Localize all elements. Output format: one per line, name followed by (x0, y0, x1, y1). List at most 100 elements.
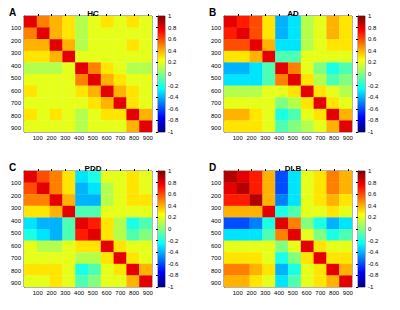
svg-text:300: 300 (11, 50, 22, 56)
svg-text:-0.2: -0.2 (168, 83, 179, 89)
svg-text:-0.6: -0.6 (368, 106, 379, 112)
svg-text:200: 200 (247, 135, 258, 141)
svg-text:700: 700 (211, 100, 222, 106)
svg-text:900: 900 (143, 135, 154, 141)
svg-text:200: 200 (11, 38, 22, 44)
svg-text:600: 600 (11, 88, 22, 94)
svg-text:400: 400 (74, 135, 85, 141)
svg-text:B: B (209, 7, 216, 18)
svg-text:700: 700 (115, 135, 126, 141)
svg-text:0.4: 0.4 (168, 48, 177, 54)
svg-text:700: 700 (115, 290, 126, 296)
svg-text:-1: -1 (168, 129, 174, 135)
svg-text:200: 200 (247, 290, 258, 296)
svg-text:0.2: 0.2 (368, 59, 377, 65)
svg-text:400: 400 (211, 218, 222, 224)
svg-text:0: 0 (368, 226, 372, 232)
svg-text:300: 300 (260, 290, 271, 296)
svg-text:HC: HC (87, 9, 99, 18)
svg-text:200: 200 (211, 193, 222, 199)
svg-text:0.8: 0.8 (368, 25, 377, 31)
svg-text:100: 100 (33, 290, 44, 296)
svg-text:-0.2: -0.2 (368, 83, 379, 89)
svg-text:400: 400 (274, 135, 285, 141)
svg-text:0.6: 0.6 (168, 191, 177, 197)
svg-text:100: 100 (11, 180, 22, 186)
svg-text:300: 300 (211, 205, 222, 211)
svg-text:200: 200 (11, 193, 22, 199)
svg-text:0: 0 (368, 71, 372, 77)
svg-text:900: 900 (343, 135, 354, 141)
svg-text:100: 100 (233, 135, 244, 141)
svg-text:0.8: 0.8 (168, 25, 177, 31)
svg-text:1: 1 (368, 168, 372, 174)
svg-text:1: 1 (168, 168, 172, 174)
svg-text:600: 600 (302, 290, 313, 296)
svg-text:0.2: 0.2 (368, 214, 377, 220)
svg-text:800: 800 (11, 113, 22, 119)
svg-text:0: 0 (168, 226, 172, 232)
svg-text:900: 900 (211, 280, 222, 286)
svg-text:500: 500 (211, 230, 222, 236)
svg-text:800: 800 (211, 268, 222, 274)
svg-text:-0.2: -0.2 (168, 238, 179, 244)
svg-text:-0.6: -0.6 (368, 261, 379, 267)
svg-text:800: 800 (129, 290, 140, 296)
svg-text:-0.2: -0.2 (368, 238, 379, 244)
svg-text:700: 700 (11, 255, 22, 261)
svg-text:400: 400 (211, 63, 222, 69)
svg-text:-0.4: -0.4 (368, 249, 379, 255)
svg-text:-0.4: -0.4 (368, 94, 379, 100)
svg-text:-0.6: -0.6 (168, 261, 179, 267)
svg-text:-0.4: -0.4 (168, 249, 179, 255)
svg-text:300: 300 (211, 50, 222, 56)
svg-text:-0.4: -0.4 (168, 94, 179, 100)
svg-text:-0.8: -0.8 (168, 272, 179, 278)
svg-text:500: 500 (88, 135, 99, 141)
svg-text:700: 700 (315, 135, 326, 141)
svg-text:-1: -1 (368, 284, 374, 290)
svg-text:0.6: 0.6 (368, 36, 377, 42)
svg-text:800: 800 (129, 135, 140, 141)
svg-text:300: 300 (60, 135, 71, 141)
svg-text:0.2: 0.2 (168, 214, 177, 220)
svg-text:0.2: 0.2 (168, 59, 177, 65)
svg-text:0: 0 (168, 71, 172, 77)
svg-text:100: 100 (211, 180, 222, 186)
svg-text:800: 800 (11, 268, 22, 274)
svg-text:300: 300 (11, 205, 22, 211)
svg-text:C: C (9, 162, 16, 173)
svg-text:900: 900 (343, 290, 354, 296)
svg-text:PDD: PDD (85, 164, 102, 173)
svg-text:-1: -1 (368, 129, 374, 135)
svg-text:700: 700 (315, 290, 326, 296)
svg-text:600: 600 (211, 88, 222, 94)
svg-text:900: 900 (143, 290, 154, 296)
svg-text:500: 500 (288, 135, 299, 141)
svg-text:100: 100 (211, 25, 222, 31)
svg-text:0.4: 0.4 (368, 48, 377, 54)
svg-text:700: 700 (11, 100, 22, 106)
svg-text:900: 900 (211, 125, 222, 131)
svg-text:-0.6: -0.6 (168, 106, 179, 112)
svg-text:300: 300 (260, 135, 271, 141)
svg-text:200: 200 (211, 38, 222, 44)
svg-text:700: 700 (211, 255, 222, 261)
svg-text:500: 500 (211, 75, 222, 81)
svg-text:800: 800 (329, 290, 340, 296)
svg-text:600: 600 (302, 135, 313, 141)
svg-text:200: 200 (47, 135, 58, 141)
svg-text:0.6: 0.6 (368, 191, 377, 197)
svg-text:-1: -1 (168, 284, 174, 290)
svg-text:300: 300 (60, 290, 71, 296)
svg-text:600: 600 (102, 290, 113, 296)
svg-text:100: 100 (33, 135, 44, 141)
svg-text:DLB: DLB (285, 164, 302, 173)
svg-text:0.6: 0.6 (168, 36, 177, 42)
svg-text:500: 500 (288, 290, 299, 296)
svg-text:1: 1 (368, 13, 372, 19)
svg-text:800: 800 (329, 135, 340, 141)
svg-text:-0.8: -0.8 (368, 272, 379, 278)
svg-text:D: D (209, 162, 216, 173)
svg-text:400: 400 (274, 290, 285, 296)
